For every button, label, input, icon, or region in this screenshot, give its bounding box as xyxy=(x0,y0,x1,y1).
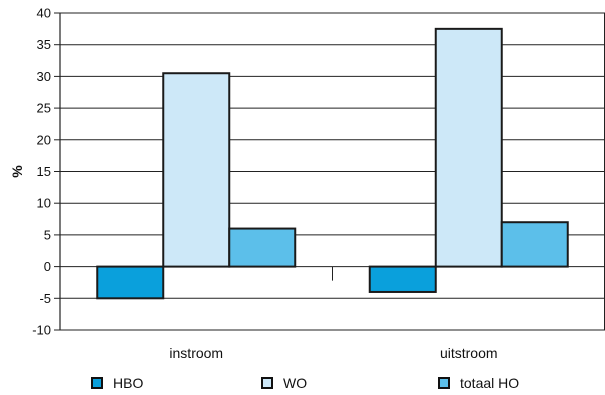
category-label: uitstroom xyxy=(440,345,498,361)
bar-totaal-ho-instroom xyxy=(228,227,297,268)
legend-label: WO xyxy=(283,375,307,391)
legend-swatch xyxy=(261,377,273,389)
bar-wo-instroom xyxy=(162,72,231,268)
y-tick-label: -5 xyxy=(39,291,51,306)
bar-wo-uitstroom xyxy=(434,27,503,268)
legend-swatch xyxy=(438,377,450,389)
bar-hbo-uitstroom xyxy=(368,265,437,293)
y-tick-label: 20 xyxy=(37,132,51,147)
y-tick-label: -10 xyxy=(32,323,51,338)
bars xyxy=(96,27,569,300)
y-tick-label: 40 xyxy=(37,6,51,21)
y-tick-label: 30 xyxy=(37,69,51,84)
y-axis-label: % xyxy=(9,165,25,178)
y-tick-labels: -10 -5 0 5 10 15 20 25 30 35 40 xyxy=(32,6,51,338)
y-tick-label: 10 xyxy=(37,196,51,211)
category-labels: instroom uitstroom xyxy=(169,345,497,361)
y-tick-label: 35 xyxy=(37,37,51,52)
category-label: instroom xyxy=(169,345,223,361)
y-tick-label: 5 xyxy=(44,227,51,242)
y-tick-label: 0 xyxy=(44,259,51,274)
legend-label: totaal HO xyxy=(460,375,519,391)
y-tick-label: 25 xyxy=(37,101,51,116)
legend-swatch xyxy=(91,377,103,389)
legend-label: HBO xyxy=(113,375,143,391)
bar-totaal-ho-uitstroom xyxy=(500,221,569,268)
legend: HBO WO totaal HO xyxy=(91,375,519,391)
bar-hbo-instroom xyxy=(96,265,165,300)
y-tick-label: 15 xyxy=(37,164,51,179)
